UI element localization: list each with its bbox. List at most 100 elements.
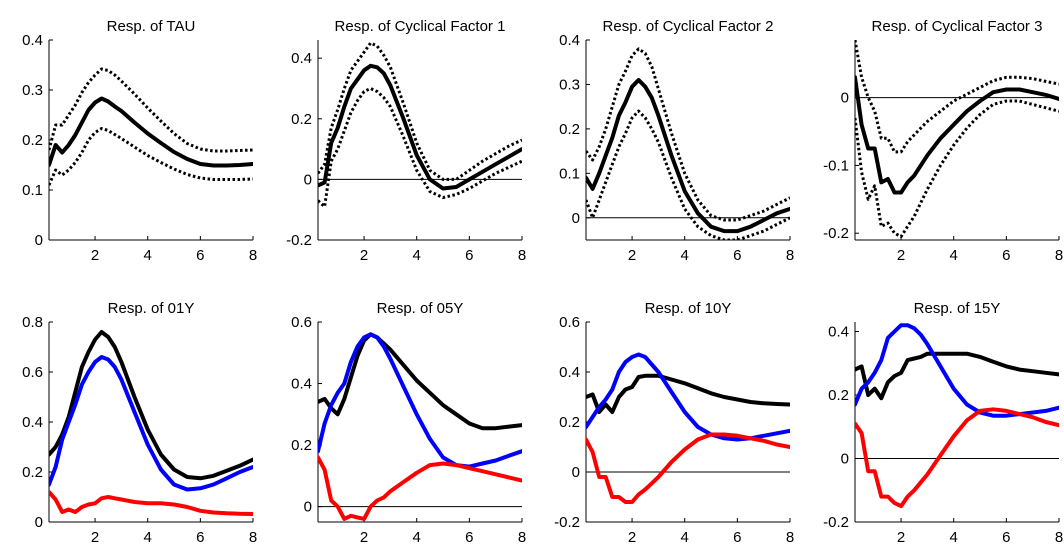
series-line-3 [586,432,790,504]
y-tick-label: 0 [572,210,580,227]
y-tick-label: 0.4 [828,324,849,341]
y-tick-label: 0.2 [559,121,580,138]
y-tick-label: 0.4 [291,50,312,67]
x-tick-label: 8 [1055,529,1063,546]
series-line-1 [586,78,790,234]
y-tick-label: 0.2 [559,414,580,431]
y-tick-label: 0.2 [828,387,849,404]
y-tick-label: -0.2 [554,514,580,531]
y-tick-label: 0.2 [291,111,312,128]
x-tick-label: 6 [465,529,473,546]
x-tick-label: 4 [144,529,152,546]
panel-4: Resp. of Cyclical Factor 3 -0.2 -0.1 0 2 4 6 8 [823,18,1063,264]
series-line-1 [49,96,253,168]
y-tick-label: 0.4 [291,376,312,393]
x-tick-label: 2 [628,529,636,546]
y-tick-label: 0.8 [22,314,43,331]
y-tick-label: 0 [572,464,580,481]
x-tick-label: 8 [786,529,794,546]
panel-1: Resp. of TAU 0 0.1 0.2 0.3 0.4 2 4 6 8 [22,18,257,264]
x-tick-label: 4 [950,247,958,264]
series-line-2 [49,355,253,492]
series-line-1 [855,75,1059,195]
x-tick-label: 6 [465,247,473,264]
y-tick-label: 0.6 [291,314,312,331]
y-tick-label: -0.2 [823,225,849,242]
panel-7: Resp. of 10Y -0.2 0 0.2 0.4 0.6 2 4 6 8 [554,300,794,546]
x-tick-label: 2 [91,247,99,264]
y-tick-label: -0.2 [823,514,849,531]
panel-title: Resp. of 05Y [377,300,464,317]
y-tick-label: 0 [35,514,43,531]
x-tick-label: 6 [196,529,204,546]
series-line-1 [855,351,1059,401]
panel-title: Resp. of Cyclical Factor 1 [335,18,506,35]
x-tick-label: 2 [897,247,905,264]
y-tick-label: 0.1 [559,165,580,182]
panel-title: Resp. of Cyclical Factor 3 [872,18,1043,35]
panel-5: Resp. of 01Y 0 0.2 0.4 0.6 0.8 2 4 6 8 [22,300,257,546]
x-tick-label: 8 [1055,247,1063,264]
series-line-2 [318,332,522,469]
y-tick-label: 0.1 [22,182,43,199]
x-tick-label: 2 [628,247,636,264]
y-tick-label: 0 [304,499,312,516]
series-line-1 [318,63,522,191]
series-line-3 [318,455,522,521]
x-tick-label: 2 [897,529,905,546]
series-line-2 [586,352,790,442]
x-tick-label: 8 [249,247,257,264]
x-tick-label: 4 [144,247,152,264]
x-tick-label: 6 [1002,529,1010,546]
y-tick-label: 0.2 [291,437,312,454]
panel-2: Resp. of Cyclical Factor 1 -0.2 0 0.2 0.4 2 4 6… [286,18,526,264]
y-tick-label: -0.2 [286,232,312,249]
x-tick-label: 6 [1002,247,1010,264]
panel-6: Resp. of 05Y 0 0.2 0.4 0.6 2 4 6 8 [291,300,526,546]
series-line-1 [318,332,522,431]
x-tick-label: 4 [681,529,689,546]
panel-title: Resp. of Cyclical Factor 2 [603,18,774,35]
y-tick-label: 0 [35,232,43,249]
y-tick-label: 0.4 [559,32,580,49]
y-tick-label: 0.6 [22,364,43,381]
panel-3: Resp. of Cyclical Factor 2 0 0.1 0.2 0.3 0.4 2… [559,18,794,264]
x-tick-label: 2 [360,247,368,264]
x-tick-label: 6 [733,529,741,546]
series-line-3 [586,109,790,240]
series-line-2 [49,67,253,153]
x-tick-label: 8 [518,529,526,546]
panel-8: Resp. of 15Y -0.2 0 0.2 0.4 2 4 6 8 [823,300,1063,546]
series-line-3 [49,127,253,186]
series-line-3 [318,87,522,209]
series-line-1 [49,330,253,481]
x-tick-label: 4 [950,529,958,546]
y-tick-label: 0 [841,451,849,468]
x-tick-label: 4 [413,247,421,264]
y-tick-label: -0.1 [823,157,849,174]
x-tick-label: 8 [249,529,257,546]
x-tick-label: 2 [360,529,368,546]
series-line-3 [855,407,1059,509]
series-line-3 [49,490,253,516]
y-tick-label: 0.2 [22,132,43,149]
y-tick-label: 0.4 [22,414,43,431]
panel-title: Resp. of 15Y [914,300,1001,317]
x-tick-label: 6 [196,247,204,264]
series-line-1 [586,373,790,414]
x-tick-label: 4 [413,529,421,546]
panel-title: Resp. of 01Y [108,300,195,317]
x-tick-label: 8 [518,247,526,264]
y-tick-label: 0.6 [559,314,580,331]
y-tick-label: 0.4 [559,364,580,381]
x-tick-label: 2 [91,529,99,546]
y-tick-label: 0.3 [22,82,43,99]
y-tick-label: 0.2 [22,464,43,481]
panel-title: Resp. of TAU [107,18,196,35]
x-tick-label: 8 [786,247,794,264]
series-line-2 [855,40,1059,154]
y-tick-label: 0 [304,171,312,188]
series-line-2 [855,323,1059,418]
y-tick-label: 0 [841,90,849,107]
x-tick-label: 4 [681,247,689,264]
